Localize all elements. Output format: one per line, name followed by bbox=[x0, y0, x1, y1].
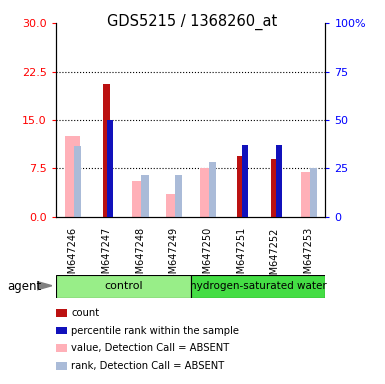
Bar bbox=[271, 159, 278, 217]
Text: GSM647251: GSM647251 bbox=[236, 227, 246, 286]
Bar bbox=[276, 145, 282, 217]
Bar bbox=[301, 172, 316, 217]
Bar bbox=[238, 156, 245, 217]
Bar bbox=[107, 120, 114, 217]
Bar bbox=[56, 275, 191, 298]
Text: percentile rank within the sample: percentile rank within the sample bbox=[71, 326, 239, 336]
Bar bbox=[200, 169, 215, 217]
Text: control: control bbox=[104, 281, 142, 291]
Text: GSM647252: GSM647252 bbox=[270, 227, 280, 286]
Text: GSM647253: GSM647253 bbox=[303, 227, 313, 286]
Bar bbox=[74, 146, 81, 217]
Text: GDS5215 / 1368260_at: GDS5215 / 1368260_at bbox=[107, 13, 278, 30]
Polygon shape bbox=[37, 281, 52, 290]
Bar bbox=[242, 145, 248, 217]
Text: GSM647250: GSM647250 bbox=[203, 227, 213, 286]
Bar bbox=[65, 136, 80, 217]
Text: GSM647246: GSM647246 bbox=[68, 227, 78, 286]
Text: count: count bbox=[71, 308, 99, 318]
Bar bbox=[132, 181, 147, 217]
Text: GSM647248: GSM647248 bbox=[135, 227, 145, 286]
Text: value, Detection Call = ABSENT: value, Detection Call = ABSENT bbox=[71, 343, 229, 353]
Text: GSM647247: GSM647247 bbox=[101, 227, 111, 286]
Bar bbox=[141, 175, 149, 217]
Text: rank, Detection Call = ABSENT: rank, Detection Call = ABSENT bbox=[71, 361, 224, 371]
Bar bbox=[103, 84, 110, 217]
Bar bbox=[209, 162, 216, 217]
Text: hydrogen-saturated water: hydrogen-saturated water bbox=[189, 281, 326, 291]
Text: GSM647249: GSM647249 bbox=[169, 227, 179, 286]
Text: agent: agent bbox=[8, 280, 42, 293]
Bar bbox=[175, 175, 182, 217]
Bar bbox=[166, 194, 181, 217]
Bar bbox=[310, 169, 317, 217]
Bar bbox=[191, 275, 325, 298]
